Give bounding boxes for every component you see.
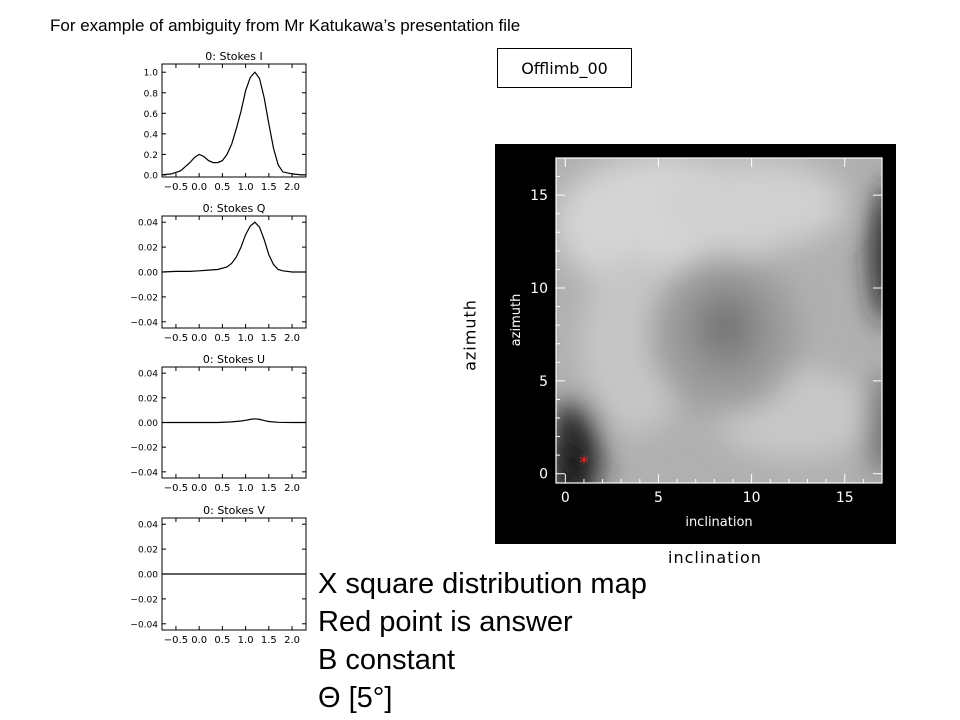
y-tick-label: 0.02 <box>138 244 158 254</box>
stokes-v-plot: 0: Stokes V −0.5 0.0 0.5 1.0 1.5 2.0 0.04 0.02 0.… <box>130 504 307 646</box>
dataset-label: Offlimb_00 <box>497 48 632 88</box>
map-x-tick-label: 15 <box>836 490 854 506</box>
x-tick-label: 0.5 <box>214 635 230 646</box>
slide-title: For example of ambiguity from Mr Katukaw… <box>50 16 521 35</box>
map-x-tick-label: 5 <box>654 490 663 506</box>
profile-line <box>162 418 306 424</box>
map-field <box>556 158 882 483</box>
chi-square-map: 0 5 10 15 0 5 10 15 * inclination azimuth <box>495 144 896 544</box>
y-tick-label: 0.00 <box>138 571 158 581</box>
map-x-tick-label: 0 <box>561 490 570 506</box>
x-tick-label: 0.5 <box>214 333 230 344</box>
y-tick-label: 0.00 <box>138 269 158 279</box>
plot-title: 0: Stokes I <box>205 50 262 63</box>
y-tick-label: 0.0 <box>144 171 159 181</box>
y-tick-label: 0.6 <box>144 110 159 120</box>
x-tick-label: 1.5 <box>261 635 277 646</box>
stokes-u-plot: 0: Stokes U −0.5 0.0 0.5 1.0 1.5 2.0 0.04 0.02 0.… <box>130 353 307 494</box>
map-frame <box>555 157 883 484</box>
answer-marker: * <box>579 453 588 474</box>
y-tick-label: 0.00 <box>138 419 158 429</box>
plot-title: 0: Stokes V <box>203 504 265 517</box>
note-line: Red point is answer <box>318 606 573 638</box>
y-tick-label: 0.2 <box>144 151 158 161</box>
y-tick-label: 0.8 <box>144 89 159 99</box>
y-tick-label: −0.04 <box>130 468 158 478</box>
map-x-tick-label: 10 <box>743 490 761 506</box>
stokes-q-plot: 0: Stokes Q −0.5 0.0 0.5 1.0 1.5 2.0 0.04 0.02 0.… <box>130 202 307 344</box>
x-tick-label: 0.5 <box>214 182 230 193</box>
x-tick-label: −0.5 <box>164 333 188 344</box>
y-tick-label: 0.04 <box>138 521 158 531</box>
plot-title: 0: Stokes U <box>203 353 265 366</box>
y-tick-label: −0.02 <box>130 444 158 454</box>
x-tick-label: 0.5 <box>214 483 230 494</box>
map-axes: 0 5 10 15 0 5 10 15 <box>530 158 882 506</box>
y-tick-label: 1.0 <box>144 69 159 79</box>
x-tick-label: 2.0 <box>284 483 300 494</box>
x-tick-label: −0.5 <box>164 182 188 193</box>
map-y-tick-label: 10 <box>530 281 548 297</box>
x-tick-label: 2.0 <box>284 635 300 646</box>
plot-title: 0: Stokes Q <box>203 202 266 215</box>
map-y-tick-label: 5 <box>539 374 548 390</box>
x-tick-label: 1.5 <box>261 333 277 344</box>
x-tick-label: 1.0 <box>238 182 254 193</box>
y-tick-label: 0.02 <box>138 546 158 556</box>
map-y-tick-label: 15 <box>530 188 548 204</box>
x-tick-label: 2.0 <box>284 182 300 193</box>
y-tick-label: 0.4 <box>144 130 159 140</box>
x-tick-label: −0.5 <box>164 483 188 494</box>
y-tick-label: −0.04 <box>130 620 158 630</box>
x-tick-label: 1.5 <box>261 182 277 193</box>
note-line: B constant <box>318 644 456 676</box>
azimuth-label: azimuth <box>460 299 480 371</box>
map-y-tick-label: 0 <box>539 467 548 483</box>
note-line: X square distribution map <box>318 568 647 600</box>
y-tick-label: −0.04 <box>130 318 158 328</box>
stokes-i-plot: 0: Stokes I−0.5 0.0 0.5 1.0 1.5 2.00.00.20.40… <box>144 50 307 193</box>
profile-line <box>161 221 306 273</box>
x-tick-label: 1.0 <box>238 635 254 646</box>
profile-line <box>161 71 306 176</box>
x-tick-label: 1.0 <box>238 483 254 494</box>
note-line: Θ [5°] <box>318 682 393 714</box>
map-y-axis-label: azimuth <box>509 294 524 347</box>
y-tick-label: 0.04 <box>138 370 158 380</box>
x-tick-label: 0.0 <box>191 333 207 344</box>
y-tick-label: 0.04 <box>138 219 158 229</box>
x-tick-label: 1.5 <box>261 483 277 494</box>
x-tick-label: 0.0 <box>191 182 207 193</box>
x-tick-label: 1.0 <box>238 333 254 344</box>
inclination-label: inclination <box>668 548 762 567</box>
plot-frame <box>161 63 307 178</box>
x-tick-label: 0.0 <box>191 483 207 494</box>
x-tick-label: −0.5 <box>164 635 188 646</box>
x-tick-label: 2.0 <box>284 333 300 344</box>
y-tick-label: −0.02 <box>130 595 158 605</box>
map-x-axis-label: inclination <box>685 515 752 530</box>
y-tick-label: −0.02 <box>130 293 158 303</box>
x-tick-label: 0.0 <box>191 635 207 646</box>
y-tick-label: 0.02 <box>138 394 158 404</box>
notes-block: X square distribution map Red point is a… <box>318 565 647 717</box>
